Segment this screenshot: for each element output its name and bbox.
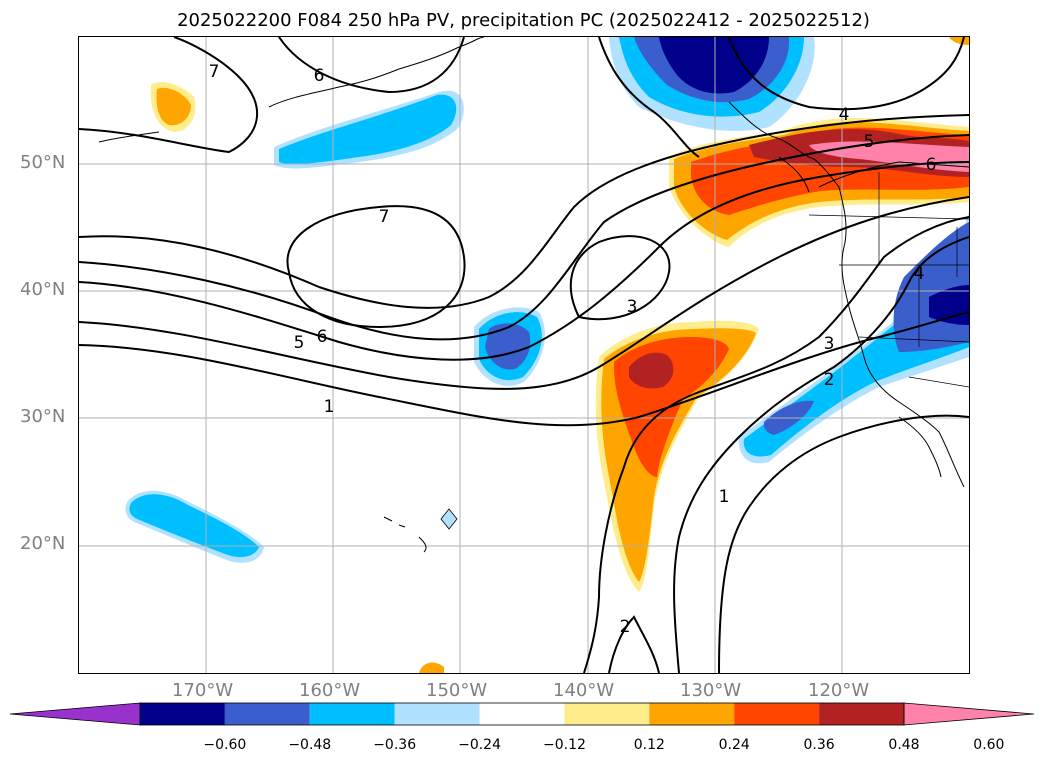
colorbar-tick-label: −0.60	[203, 737, 247, 753]
contour-label: 1	[719, 487, 730, 507]
colorbar-tick-label: 0.24	[718, 737, 750, 753]
contour-7-west	[79, 37, 258, 154]
lon-label-150w: 150°W	[426, 680, 488, 701]
contour-1	[79, 311, 969, 427]
pv-contours	[79, 37, 969, 673]
colorbar-segment	[564, 703, 650, 725]
gridlines	[79, 37, 969, 673]
colorbar-segment	[819, 703, 904, 725]
colorbar-tick-label: −0.24	[458, 737, 501, 753]
colorbar-tick-label: 0.60	[973, 737, 1005, 753]
lat-label-40n: 40°N	[20, 279, 66, 300]
colorbar-extend-high	[903, 702, 1035, 726]
lon-label-140w: 140°W	[553, 680, 615, 701]
lon-label-170w: 170°W	[172, 680, 234, 701]
lon-label-130w: 130°W	[680, 680, 742, 701]
contour-label: 4	[914, 264, 925, 284]
colorbar-segment	[394, 703, 480, 725]
contour-label: 5	[294, 333, 305, 353]
contour-label: 6	[314, 66, 325, 86]
colorbar-tick-label: −0.12	[542, 737, 586, 753]
colorbar-segment	[479, 703, 565, 725]
contour-5	[79, 161, 969, 361]
contour-label: 6	[317, 327, 328, 347]
contour-label: 5	[864, 132, 875, 152]
colorbar-segment	[140, 703, 225, 725]
colorbar-extend-low	[10, 702, 141, 726]
contour-labels: 7 6 7 6 5 1 3 4 5 6 4 3 2 1 2	[209, 62, 937, 637]
map-panel: 7 6 7 6 5 1 3 4 5 6 4 3 2 1 2	[78, 36, 970, 674]
lat-label-20n: 20°N	[20, 533, 66, 554]
lon-label-160w: 160°W	[299, 680, 361, 701]
colorbar-tick-label: 0.48	[888, 737, 920, 753]
contour-label: 4	[839, 105, 850, 125]
colorbar-segment	[734, 703, 820, 725]
colorbar-tick-label: −0.36	[373, 737, 417, 753]
contour-2-south	[608, 615, 660, 673]
colorbar-segment	[309, 703, 395, 725]
colorbar-tick-label: 0.36	[803, 737, 835, 753]
contour-label: 2	[620, 617, 631, 637]
contour-label: 7	[379, 207, 390, 227]
contour-label: 6	[926, 155, 937, 175]
contour-label: 3	[824, 334, 835, 354]
contour-label: 2	[824, 370, 835, 390]
precip-shading	[125, 37, 969, 673]
contour-7-center	[286, 205, 466, 329]
lon-label-120w: 120°W	[808, 680, 870, 701]
lat-label-50n: 50°N	[20, 152, 66, 173]
contour-6-north	[278, 37, 465, 94]
lat-label-30n: 30°N	[20, 406, 66, 427]
colorbar-tick-label: 0.12	[633, 737, 665, 753]
contour-label: 1	[324, 397, 335, 417]
contour-label: 3	[627, 297, 638, 317]
colorbar-segment	[649, 703, 735, 725]
colorbar-tick-label: −0.48	[288, 737, 332, 753]
contour-label: 7	[209, 62, 220, 82]
colorbar-outline	[139, 702, 905, 726]
colorbar	[10, 702, 1035, 726]
contour-3	[569, 235, 671, 321]
colorbar-segment	[224, 703, 310, 725]
map-title: 2025022200 F084 250 hPa PV, precipitatio…	[177, 10, 870, 31]
